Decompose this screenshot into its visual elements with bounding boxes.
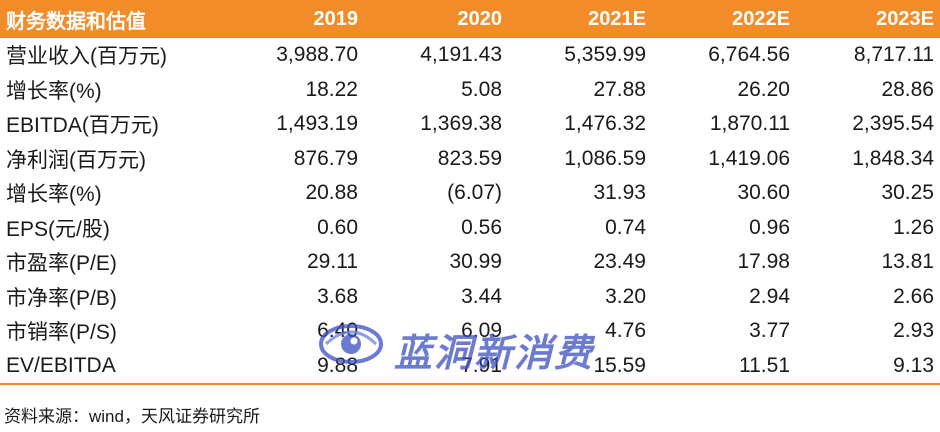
table-cell: 0.74 <box>605 215 646 239</box>
table-cell: 1,848.34 <box>852 146 934 170</box>
table-cell: 0.96 <box>749 215 790 239</box>
table-cell: 26.20 <box>737 77 790 101</box>
table-cell: 823.59 <box>437 146 502 170</box>
table-cell: 18.22 <box>305 77 358 101</box>
table-cell: 9.88 <box>220 348 364 385</box>
table-cell: 7.91 <box>364 348 508 385</box>
table-cell: 5.08 <box>461 77 502 101</box>
financial-table-container: 财务数据和估值 2019 2020 2021E 2022E 2023E 营业收入… <box>0 0 940 385</box>
table-row: EV/EBITDA 9.88 7.91 15.59 11.51 9.13 <box>0 348 940 385</box>
table-body: 营业收入(百万元) 3,988.70 4,191.43 5,359.99 6,7… <box>0 38 940 385</box>
table-cell: 5,359.99 <box>564 43 646 67</box>
row-label: 市销率(P/S) <box>6 321 117 345</box>
row-label: EBITDA(百万元) <box>6 114 159 138</box>
row-label: 净利润(百万元) <box>6 148 146 172</box>
table-cell: 6.09 <box>461 319 502 343</box>
table-row: 市盈率(P/E) 29.11 30.99 23.49 17.98 13.81 <box>0 245 940 280</box>
table-cell: 0.60 <box>317 215 358 239</box>
row-label: 增长率(%) <box>6 79 102 103</box>
table-cell: 13.81 <box>881 250 934 274</box>
table-cell: 28.86 <box>881 77 934 101</box>
row-label: 市净率(P/B) <box>6 286 117 310</box>
financial-data-table: 财务数据和估值 2019 2020 2021E 2022E 2023E 营业收入… <box>0 0 940 385</box>
table-row: 增长率(%) 18.22 5.08 27.88 26.20 28.86 <box>0 73 940 108</box>
table-row: 市净率(P/B) 3.68 3.44 3.20 2.94 2.66 <box>0 280 940 315</box>
row-label: 市盈率(P/E) <box>6 252 117 276</box>
table-cell: 17.98 <box>737 250 790 274</box>
table-row: 净利润(百万元) 876.79 823.59 1,086.59 1,419.06… <box>0 142 940 177</box>
table-cell: 4,191.43 <box>420 43 502 67</box>
row-label: EV/EBITDA <box>0 348 220 385</box>
table-cell: 30.60 <box>737 181 790 205</box>
table-cell: 3.77 <box>749 319 790 343</box>
table-cell: 1,476.32 <box>564 112 646 136</box>
table-cell: 11.51 <box>652 348 796 385</box>
table-cell: 3,988.70 <box>276 43 358 67</box>
table-cell: 8,717.11 <box>853 43 934 67</box>
table-cell: 1,493.19 <box>276 112 358 136</box>
table-row: EPS(元/股) 0.60 0.56 0.74 0.96 1.26 <box>0 211 940 246</box>
column-header-2019: 2019 <box>220 0 364 38</box>
source-note: 资料来源：wind，天风证券研究所 <box>4 407 260 426</box>
table-cell: 876.79 <box>293 146 358 170</box>
table-cell: 0.56 <box>461 215 502 239</box>
table-cell: 20.88 <box>305 181 358 205</box>
column-header-2020: 2020 <box>364 0 508 38</box>
table-cell: 2.94 <box>749 284 790 308</box>
row-label: 营业收入(百万元) <box>6 45 167 69</box>
row-label: EPS(元/股) <box>6 217 110 241</box>
table-cell: 3.68 <box>317 284 358 308</box>
table-cell: 2.66 <box>893 284 934 308</box>
table-cell: 15.59 <box>508 348 652 385</box>
table-cell: 6.40 <box>317 319 358 343</box>
table-cell: 3.20 <box>605 284 646 308</box>
table-cell: 1,369.38 <box>420 112 502 136</box>
table-cell: 1,419.06 <box>708 146 790 170</box>
column-header-metric: 财务数据和估值 <box>0 0 220 38</box>
table-cell: 9.13 <box>796 348 940 385</box>
table-cell: 2.93 <box>893 319 934 343</box>
table-header: 财务数据和估值 2019 2020 2021E 2022E 2023E <box>0 0 940 38</box>
table-cell: 29.11 <box>307 250 358 274</box>
table-row: 增长率(%) 20.88 (6.07) 31.93 30.60 30.25 <box>0 176 940 211</box>
header-row: 财务数据和估值 2019 2020 2021E 2022E 2023E <box>0 0 940 38</box>
table-cell: 3.44 <box>461 284 502 308</box>
table-cell: 1,086.59 <box>564 146 646 170</box>
table-cell: 30.25 <box>881 181 934 205</box>
table-cell: 4.76 <box>605 319 646 343</box>
table-cell: 1,870.11 <box>709 112 790 136</box>
table-cell: 2,395.54 <box>852 112 934 136</box>
column-header-2021e: 2021E <box>508 0 652 38</box>
table-cell: 6,764.56 <box>708 43 790 67</box>
table-cell: 31.93 <box>593 181 646 205</box>
table-row: 营业收入(百万元) 3,988.70 4,191.43 5,359.99 6,7… <box>0 38 940 73</box>
table-row: 市销率(P/S) 6.40 6.09 4.76 3.77 2.93 <box>0 314 940 349</box>
column-header-2022e: 2022E <box>652 0 796 38</box>
table-row: EBITDA(百万元) 1,493.19 1,369.38 1,476.32 1… <box>0 107 940 142</box>
table-cell: 23.49 <box>593 250 646 274</box>
table-cell: 1.26 <box>893 215 934 239</box>
table-cell: 30.99 <box>449 250 502 274</box>
column-header-2023e: 2023E <box>796 0 940 38</box>
row-label: 增长率(%) <box>6 183 102 207</box>
table-cell: (6.07) <box>447 181 502 205</box>
table-cell: 27.88 <box>593 77 646 101</box>
